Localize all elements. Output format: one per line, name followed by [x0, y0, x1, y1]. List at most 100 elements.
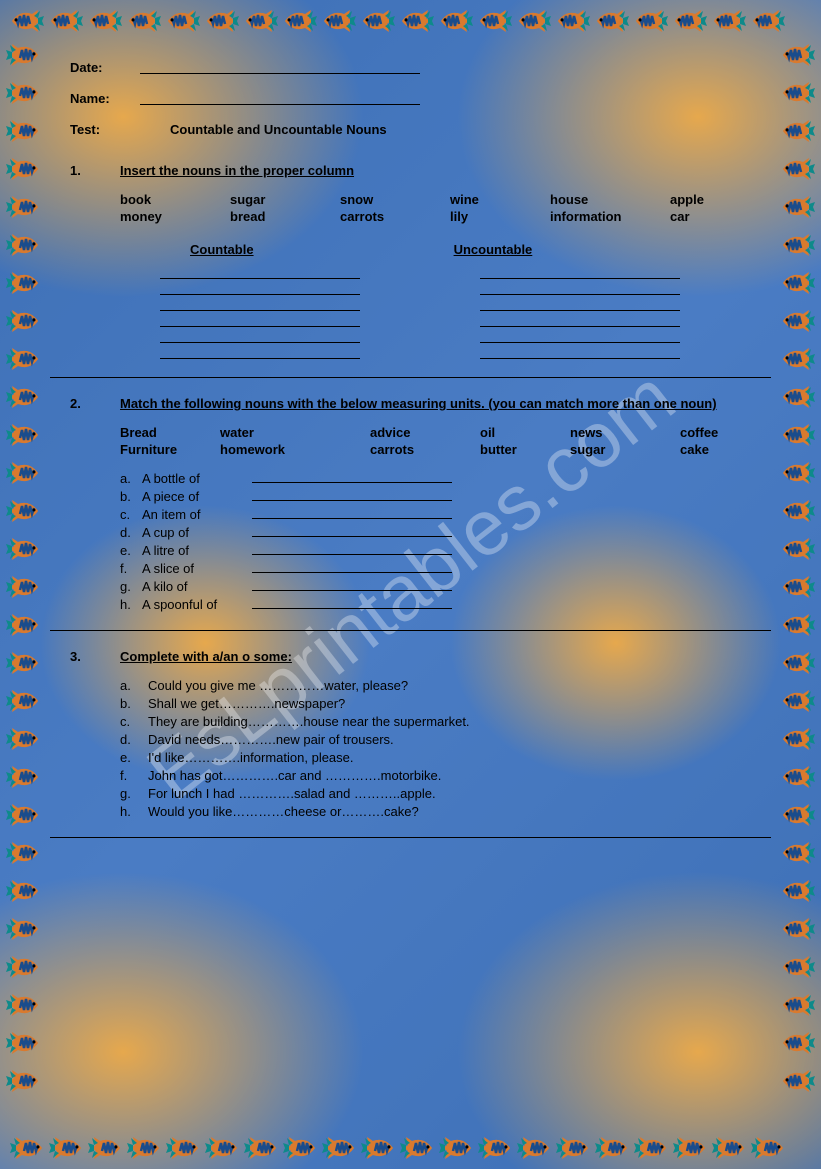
- section-1-col-headers: Countable Uncountable: [190, 242, 751, 257]
- complete-list: a.Could you give me ……………water, please?b…: [120, 678, 751, 819]
- complete-text: For lunch I had ………….salad and ………..appl…: [148, 786, 436, 801]
- complete-letter: f.: [120, 768, 148, 783]
- countable-lines: [160, 269, 360, 359]
- section-2-word-grid: BreadwateradviceoilnewscoffeeFurnitureho…: [120, 425, 751, 457]
- measure-row: c.An item of: [120, 507, 751, 522]
- test-title: Countable and Uncountable Nouns: [170, 122, 387, 137]
- answer-line: [252, 561, 452, 573]
- word-item: carrots: [370, 442, 480, 457]
- section-3: 3. Complete with a/an o some: a.Could yo…: [70, 649, 751, 819]
- complete-letter: g.: [120, 786, 148, 801]
- answer-line: [480, 349, 680, 359]
- complete-row: d.David needs………….new pair of trousers.: [120, 732, 751, 747]
- date-label: Date:: [70, 60, 140, 75]
- complete-letter: b.: [120, 696, 148, 711]
- section-1-answer-lines: [160, 269, 751, 359]
- divider-3: [50, 837, 771, 838]
- date-row: Date:: [70, 60, 751, 75]
- measure-letter: b.: [120, 489, 142, 504]
- answer-line: [160, 301, 360, 311]
- measure-row: g.A kilo of: [120, 579, 751, 594]
- answer-line: [252, 471, 452, 483]
- answer-line: [160, 285, 360, 295]
- word-item: sugar: [570, 442, 680, 457]
- answer-line: [160, 269, 360, 279]
- complete-text: Could you give me ……………water, please?: [148, 678, 408, 693]
- word-item: car: [670, 209, 750, 224]
- section-3-title: Complete with a/an o some:: [120, 649, 292, 664]
- word-item: sugar: [230, 192, 340, 207]
- word-item: Bread: [120, 425, 220, 440]
- measure-letter: f.: [120, 561, 142, 576]
- word-item: homework: [220, 442, 370, 457]
- section-3-head: 3. Complete with a/an o some:: [70, 649, 751, 664]
- word-item: book: [120, 192, 230, 207]
- answer-line: [252, 543, 452, 555]
- complete-row: a.Could you give me ……………water, please?: [120, 678, 751, 693]
- answer-line: [160, 333, 360, 343]
- word-item: coffee: [680, 425, 750, 440]
- answer-line: [252, 597, 452, 609]
- test-row: Test: Countable and Uncountable Nouns: [70, 122, 751, 137]
- measure-letter: d.: [120, 525, 142, 540]
- complete-row: b.Shall we get………….newspaper?: [120, 696, 751, 711]
- measure-row: d.A cup of: [120, 525, 751, 540]
- word-item: bread: [230, 209, 340, 224]
- countable-header: Countable: [190, 242, 254, 257]
- complete-text: David needs………….new pair of trousers.: [148, 732, 394, 747]
- answer-line: [480, 333, 680, 343]
- word-item: lily: [450, 209, 550, 224]
- section-1-head: 1. Insert the nouns in the proper column: [70, 163, 751, 178]
- answer-line: [160, 317, 360, 327]
- answer-line: [252, 489, 452, 501]
- uncountable-lines: [480, 269, 680, 359]
- complete-letter: a.: [120, 678, 148, 693]
- answer-line: [480, 317, 680, 327]
- complete-row: f.John has got………….car and ………….motorbik…: [120, 768, 751, 783]
- word-item: carrots: [340, 209, 450, 224]
- answer-line: [252, 507, 452, 519]
- answer-line: [252, 579, 452, 591]
- complete-text: John has got………….car and ………….motorbike.: [148, 768, 441, 783]
- complete-row: h.Would you like…………cheese or……….cake?: [120, 804, 751, 819]
- section-1: 1. Insert the nouns in the proper column…: [70, 163, 751, 359]
- section-2-num: 2.: [70, 396, 120, 411]
- section-1-title: Insert the nouns in the proper column: [120, 163, 354, 178]
- complete-text: I'd like………….information, please.: [148, 750, 354, 765]
- section-1-word-grid: booksugarsnowwinehouseapplemoneybreadcar…: [120, 192, 751, 224]
- section-3-num: 3.: [70, 649, 120, 664]
- answer-line: [160, 349, 360, 359]
- date-blank-line: [140, 60, 420, 74]
- divider-2: [50, 630, 771, 631]
- measure-row: a.A bottle of: [120, 471, 751, 486]
- complete-letter: d.: [120, 732, 148, 747]
- complete-letter: e.: [120, 750, 148, 765]
- measure-label: An item of: [142, 507, 252, 522]
- measure-label: A kilo of: [142, 579, 252, 594]
- measure-row: h.A spoonful of: [120, 597, 751, 612]
- measure-label: A piece of: [142, 489, 252, 504]
- name-blank-line: [140, 91, 420, 105]
- section-1-num: 1.: [70, 163, 120, 178]
- uncountable-header: Uncountable: [454, 242, 533, 257]
- word-item: oil: [480, 425, 570, 440]
- answer-line: [480, 301, 680, 311]
- measure-label: A litre of: [142, 543, 252, 558]
- complete-text: They are building………….house near the sup…: [148, 714, 470, 729]
- word-item: cake: [680, 442, 750, 457]
- measure-letter: a.: [120, 471, 142, 486]
- word-item: Furniture: [120, 442, 220, 457]
- measure-row: e.A litre of: [120, 543, 751, 558]
- word-item: apple: [670, 192, 750, 207]
- measure-letter: h.: [120, 597, 142, 612]
- measure-letter: e.: [120, 543, 142, 558]
- measure-label: A slice of: [142, 561, 252, 576]
- name-label: Name:: [70, 91, 140, 106]
- word-item: money: [120, 209, 230, 224]
- word-item: house: [550, 192, 670, 207]
- complete-row: e.I'd like………….information, please.: [120, 750, 751, 765]
- measure-label: A bottle of: [142, 471, 252, 486]
- section-2-head: 2. Match the following nouns with the be…: [70, 396, 751, 411]
- complete-row: c.They are building………….house near the s…: [120, 714, 751, 729]
- complete-text: Would you like…………cheese or……….cake?: [148, 804, 419, 819]
